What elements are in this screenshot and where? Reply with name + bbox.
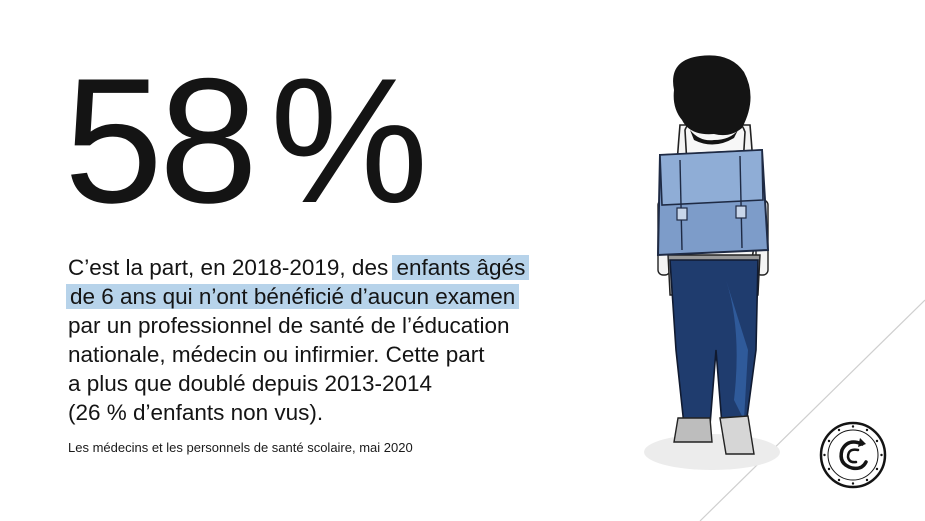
child-with-schoolbag-illustration [644, 55, 780, 470]
paragraph-line-3: par un professionnel de santé de l’éduca… [68, 313, 510, 338]
paragraph-text: C’est la part, en 2018-2019, des [68, 255, 395, 280]
paragraph-line-2: de 6 ans qui n’ont bénéficié d’aucun exa… [66, 282, 628, 311]
paragraph-line-1: C’est la part, en 2018-2019, des enfants… [68, 253, 628, 282]
headline-percent-sign: % [270, 41, 428, 240]
paragraph-line-6: (26 % d’enfants non vus). [68, 400, 324, 425]
source-caption: Les médecins et les personnels de santé … [68, 440, 413, 455]
headline-number: 58 [64, 41, 258, 240]
paragraph-line-4: nationale, médecin ou infirmier. Cette p… [68, 342, 485, 367]
highlighted-text: de 6 ans qui n’ont bénéficié d’aucun exa… [66, 284, 520, 309]
institution-seal-icon [819, 421, 887, 489]
paragraph-line-5: a plus que doublé depuis 2013-2014 [68, 371, 433, 396]
headline-percentage: 58% [64, 52, 428, 230]
description-paragraph: C’est la part, en 2018-2019, des enfants… [66, 253, 628, 427]
highlighted-text: enfants âgés [392, 255, 530, 280]
